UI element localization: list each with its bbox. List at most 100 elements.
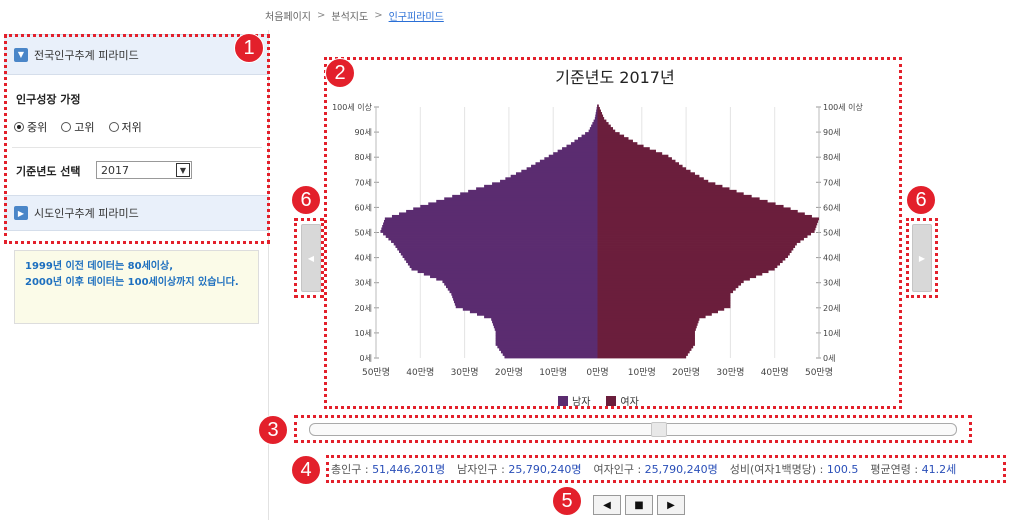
- bar-male: [495, 332, 598, 336]
- badge-2: 2: [325, 58, 355, 88]
- bar-male: [510, 174, 598, 178]
- bar-female: [597, 325, 697, 329]
- bar-female: [597, 262, 781, 266]
- bar-female: [597, 137, 629, 141]
- bar-male: [383, 232, 598, 236]
- bar-female: [597, 187, 730, 191]
- y-tick-label-right: 20세: [823, 304, 841, 313]
- y-tick-label-right: 40세: [823, 254, 841, 263]
- bar-male: [399, 212, 598, 216]
- bar-female: [597, 199, 768, 203]
- bar-male: [407, 262, 598, 266]
- bar-female: [597, 197, 760, 201]
- bar-male: [409, 265, 598, 269]
- accordion-province-pyramid[interactable]: ▶ 시도인구추계 피라미드: [4, 195, 268, 231]
- radio-high[interactable]: 고위: [61, 119, 95, 135]
- bar-male: [402, 255, 598, 258]
- bar-female: [597, 302, 731, 306]
- y-tick-label-right: 80세: [823, 153, 841, 162]
- breadcrumb-current[interactable]: 인구피라미드: [388, 12, 444, 23]
- bar-male: [380, 230, 598, 233]
- bar-female: [597, 292, 731, 296]
- left-panel: ▼ 전국인구추계 피라미드 인구성장 가정 중위 고위 저위 기준년도 선택 2…: [4, 34, 268, 242]
- bar-male: [383, 219, 598, 223]
- next-year-button[interactable]: ▶: [912, 224, 932, 292]
- stat-ratio-value: 100.5: [826, 463, 859, 476]
- bar-female: [597, 297, 731, 301]
- accordion-national-pyramid[interactable]: ▼ 전국인구추계 피라미드: [4, 35, 268, 75]
- bar-male: [469, 310, 598, 314]
- breadcrumb-home[interactable]: 처음페이지: [265, 12, 311, 23]
- bar-female: [597, 240, 801, 243]
- play-backward-button[interactable]: ◀: [593, 495, 621, 515]
- bar-male: [413, 207, 598, 211]
- radio-dot[interactable]: [14, 122, 24, 132]
- bar-female: [597, 204, 784, 208]
- bar-female: [597, 257, 786, 261]
- bar-male: [460, 192, 598, 196]
- bar-female: [597, 277, 750, 281]
- y-tick-label-right: 50세: [823, 229, 841, 238]
- bar-female: [597, 139, 633, 143]
- legend-item-female[interactable]: 여자: [606, 393, 639, 408]
- year-slider-handle[interactable]: [651, 422, 668, 437]
- bar-female: [597, 119, 607, 123]
- legend-item-male[interactable]: 남자: [558, 393, 590, 408]
- stat-total-label: 총인구 :: [331, 463, 369, 476]
- bar-male: [504, 355, 598, 359]
- bar-female: [597, 335, 695, 339]
- chevron-down-icon[interactable]: ▼: [176, 163, 190, 177]
- bar-female: [597, 174, 700, 178]
- stat-total-value: 51,446,201명: [372, 463, 446, 476]
- bar-male: [444, 282, 598, 286]
- bar-female: [597, 227, 816, 231]
- bar-male: [535, 162, 598, 166]
- bar-male: [476, 187, 598, 191]
- play-forward-button[interactable]: ▶: [657, 495, 685, 515]
- y-tick-label-left: 10세: [354, 329, 372, 338]
- y-tick-label-left: 100세 이상: [332, 102, 373, 112]
- prev-year-button[interactable]: ◀: [301, 224, 321, 292]
- bar-male: [406, 209, 598, 213]
- bar-male: [388, 237, 598, 241]
- year-select-label: 기준년도 선택: [16, 165, 81, 178]
- chevron-right-icon: ▶: [918, 253, 926, 263]
- bar-male: [430, 275, 598, 279]
- bar-female: [597, 355, 687, 359]
- bar-male: [381, 227, 598, 231]
- accordion-national-label: 전국인구추계 피라미드: [34, 48, 139, 62]
- bar-male: [574, 139, 598, 143]
- stat-male: 남자인구 : 25,790,240명: [457, 461, 581, 477]
- stop-button[interactable]: ■: [625, 495, 653, 515]
- bar-female: [597, 222, 818, 226]
- bar-male: [497, 345, 598, 349]
- year-select[interactable]: 2017 ▼: [96, 161, 192, 179]
- legend-swatch-female: [606, 395, 617, 406]
- radio-medium[interactable]: 중위: [14, 119, 47, 135]
- chart-title: 기준년도 2017년: [555, 68, 675, 87]
- bar-female: [597, 353, 688, 356]
- bar-female: [597, 144, 644, 148]
- year-slider[interactable]: [309, 422, 957, 437]
- y-tick-label-right: 60세: [823, 203, 841, 212]
- bar-male: [491, 317, 598, 321]
- x-tick-label: 0만명: [586, 367, 608, 378]
- radio-low[interactable]: 저위: [108, 119, 142, 135]
- bar-female: [597, 330, 695, 334]
- bar-male: [420, 204, 598, 208]
- bar-male: [548, 154, 598, 158]
- bar-female: [597, 194, 752, 198]
- radio-dot[interactable]: [61, 122, 72, 132]
- bar-female: [597, 149, 656, 153]
- y-tick-label-right: 30세: [823, 279, 841, 288]
- bar-female: [597, 272, 763, 276]
- bar-female: [597, 235, 808, 238]
- bar-male: [495, 342, 598, 346]
- bar-female: [597, 245, 796, 248]
- radio-dot[interactable]: [108, 122, 119, 132]
- bar-female: [597, 124, 611, 128]
- breadcrumb-section[interactable]: 분석지도: [331, 12, 369, 23]
- bar-male: [417, 270, 598, 274]
- y-tick-label-right: 90세: [823, 128, 841, 137]
- bar-male: [391, 240, 598, 243]
